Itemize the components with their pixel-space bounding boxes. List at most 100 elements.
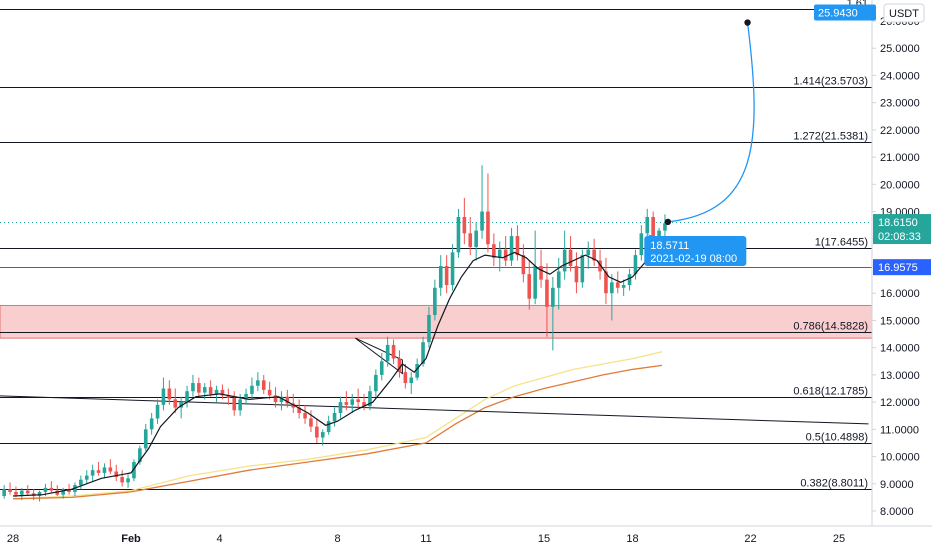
candle-body [456, 217, 461, 253]
y-axis-tick-label: 11.0000 [880, 424, 919, 436]
candle-body [610, 282, 614, 294]
y-axis-tick-label: 13.0000 [880, 370, 920, 382]
candle-body [226, 395, 231, 399]
candle-body [545, 279, 549, 307]
candle-body [403, 372, 408, 384]
candle-body [55, 490, 60, 495]
candle-body [303, 413, 307, 419]
y-axis-tick-label: 14.0000 [880, 343, 920, 355]
currency-label-box [883, 3, 925, 23]
candle-body [250, 385, 254, 394]
candle-body [433, 287, 437, 316]
candle-body [267, 389, 272, 396]
projection-start-point [664, 218, 672, 226]
candle-body [438, 266, 443, 288]
projection-curve [667, 22, 755, 223]
tooltip-box [644, 236, 747, 267]
candle-body [232, 398, 237, 411]
candle-body [173, 399, 178, 408]
moving-average-yellow [12, 351, 663, 500]
candle-body [208, 387, 213, 394]
x-axis: 28 Feb 4 8 11 15 18 22 25 [0, 525, 932, 545]
candle-body [539, 266, 543, 280]
candle-body [409, 377, 414, 384]
candle-body [521, 255, 526, 275]
candle-body [285, 396, 290, 404]
candle-body [379, 361, 384, 375]
candle-body [427, 315, 431, 343]
candle-body [421, 342, 425, 365]
candle-body [326, 421, 331, 433]
candle-body [108, 467, 113, 472]
candle-body [61, 489, 65, 495]
candle-body [497, 249, 502, 258]
candle-body [102, 467, 107, 473]
candle-body [49, 487, 54, 491]
candle-body [515, 236, 520, 256]
x-axis-tick-label: Feb [121, 533, 141, 545]
candle-body [568, 249, 573, 267]
candle-body [492, 244, 496, 258]
fib-level-label: 1.414(23.5703) [793, 76, 868, 88]
candle-body [621, 285, 626, 288]
fib-level-label: 0.618(12.1785) [793, 386, 868, 398]
candle-body [185, 391, 189, 403]
candle-body [533, 266, 537, 299]
currency-label-text: USDT [889, 8, 919, 20]
candle-body [279, 396, 284, 403]
candle-body [297, 407, 301, 414]
candle-body [586, 249, 591, 256]
candle-body [444, 266, 449, 286]
candle-body [645, 217, 650, 234]
moving-average-black [12, 240, 666, 497]
candle-body [84, 475, 89, 480]
current-price-tag-box [873, 214, 931, 245]
candle-body [96, 470, 101, 473]
candle-body [385, 344, 390, 362]
y-axis-tick-label: 15.0000 [880, 315, 920, 327]
y-axis-tick-label: 21.0000 [880, 152, 920, 164]
candle-body [415, 364, 419, 378]
y-axis-tick-label: 8.0000 [880, 506, 914, 518]
candles [0, 165, 667, 502]
candle-body [332, 413, 337, 422]
level-price-tag-box [873, 259, 931, 276]
candle-body [120, 476, 124, 483]
candle-body [627, 274, 632, 286]
candle-body [604, 271, 608, 294]
candle-body [368, 391, 372, 407]
projection-end-point [744, 19, 751, 26]
y-axis-tick-label: 12.0000 [880, 397, 920, 409]
candle-body [261, 380, 266, 390]
candle-body [149, 418, 154, 430]
candle-body [527, 274, 532, 299]
candle-body [90, 470, 95, 476]
candle-body [509, 236, 514, 261]
candle-body [197, 383, 201, 393]
candle-body [580, 255, 585, 283]
candle-body [551, 287, 555, 307]
candle-body [155, 404, 160, 419]
candle-body [651, 217, 655, 245]
candle-body [562, 249, 567, 272]
fib-level-label: 1.272(21.5381) [793, 131, 868, 143]
level-price-tag-text: 16.9575 [878, 262, 918, 274]
y-axis-tick-label: 10.0000 [880, 452, 920, 464]
candle-body [114, 471, 119, 477]
candle-body [503, 249, 508, 261]
x-axis-tick-label: 8 [334, 533, 340, 545]
candle-body [639, 233, 644, 256]
target-price-tag-box [814, 4, 876, 21]
candle-body [37, 491, 42, 497]
moving-average-orange [12, 364, 663, 500]
target-price-tag-text: 25.9430 [818, 8, 858, 20]
candle-body [450, 252, 455, 286]
currency-label: USDT [883, 3, 925, 23]
candle-body [138, 448, 142, 463]
moving-averages [12, 351, 663, 500]
candle-body [143, 429, 148, 449]
trend-lines [0, 337, 869, 425]
